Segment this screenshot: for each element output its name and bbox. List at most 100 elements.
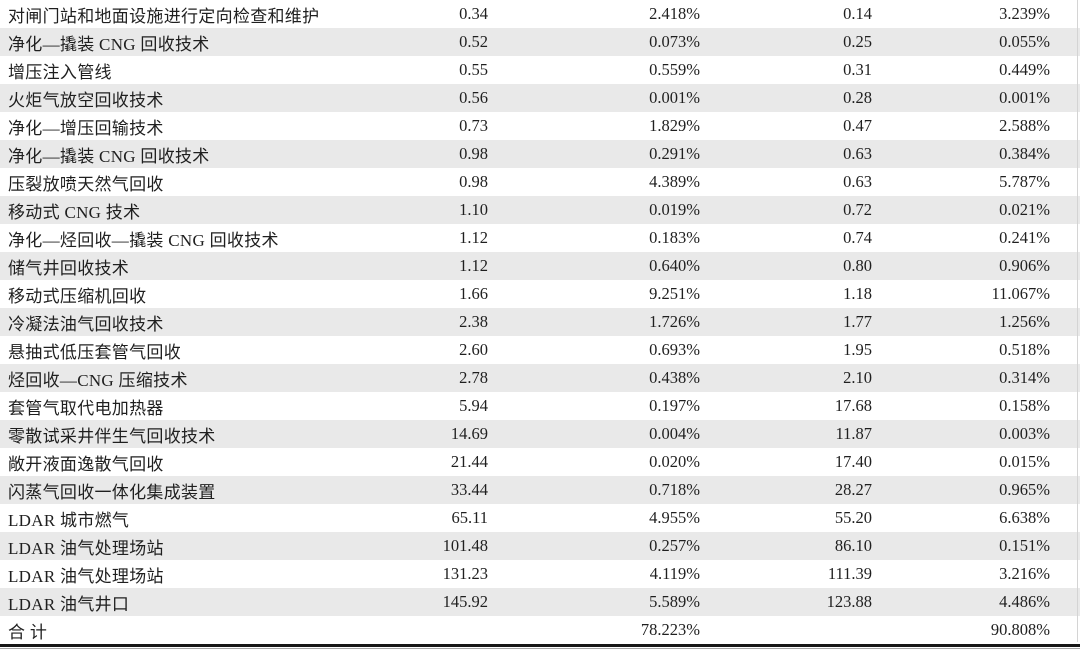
- value-col2: 0.14: [843, 4, 872, 23]
- percent-col2: 0.518%: [999, 340, 1050, 359]
- percent-col1: 9.251%: [649, 284, 700, 303]
- value-col1: 2.38: [459, 312, 488, 331]
- table-bottom-rule-thick: [0, 644, 1080, 647]
- technology-name: 储气井回收技术: [8, 258, 130, 278]
- technology-name: LDAR 城市燃气: [8, 510, 130, 530]
- percent-col2: 0.384%: [999, 144, 1050, 163]
- table-row: 净化—撬装 CNG 回收技术 0.98 0.291% 0.63 0.384%: [0, 140, 1080, 168]
- value-col2: 1.77: [843, 312, 872, 331]
- table-row: 套管气取代电加热器 5.94 0.197% 17.68 0.158%: [0, 392, 1080, 420]
- table-row: 对闸门站和地面设施进行定向检查和维护 0.34 2.418% 0.14 3.23…: [0, 0, 1080, 28]
- total-percent-col2: 90.808%: [990, 620, 1050, 639]
- value-col1: 5.94: [459, 396, 488, 415]
- table-row: 火炬气放空回收技术 0.56 0.001% 0.28 0.001%: [0, 84, 1080, 112]
- percent-col2: 0.158%: [999, 396, 1050, 415]
- percent-col2: 0.001%: [999, 88, 1050, 107]
- technology-name: 净化—撬装 CNG 回收技术: [8, 34, 210, 54]
- value-col2: 0.74: [843, 228, 872, 247]
- value-col2: 86.10: [834, 536, 872, 555]
- percent-col2: 0.015%: [999, 452, 1050, 471]
- table-row: 储气井回收技术 1.12 0.640% 0.80 0.906%: [0, 252, 1080, 280]
- table-row: 冷凝法油气回收技术 2.38 1.726% 1.77 1.256%: [0, 308, 1080, 336]
- percent-col1: 4.389%: [649, 172, 700, 191]
- percent-col1: 0.019%: [649, 200, 700, 219]
- value-col1: 0.56: [459, 88, 488, 107]
- table-row: LDAR 油气处理场站 101.48 0.257% 86.10 0.151%: [0, 532, 1080, 560]
- table-row: LDAR 城市燃气 65.11 4.955% 55.20 6.638%: [0, 504, 1080, 532]
- percent-col1: 5.589%: [649, 592, 700, 611]
- technology-name: LDAR 油气井口: [8, 594, 130, 614]
- percent-col2: 0.055%: [999, 32, 1050, 51]
- value-col2: 0.80: [843, 256, 872, 275]
- table-row: 净化—撬装 CNG 回收技术 0.52 0.073% 0.25 0.055%: [0, 28, 1080, 56]
- table-row: 敞开液面逸散气回收 21.44 0.020% 17.40 0.015%: [0, 448, 1080, 476]
- value-col2: 55.20: [834, 508, 872, 527]
- table-row: 净化—烃回收—撬装 CNG 回收技术 1.12 0.183% 0.74 0.24…: [0, 224, 1080, 252]
- percent-col1: 0.718%: [649, 480, 700, 499]
- percent-col1: 0.073%: [649, 32, 700, 51]
- percent-col1: 2.418%: [649, 4, 700, 23]
- percent-col2: 4.486%: [999, 592, 1050, 611]
- value-col1: 2.60: [459, 340, 488, 359]
- percent-col1: 0.640%: [649, 256, 700, 275]
- value-col2: 11.87: [835, 424, 872, 443]
- table-row: LDAR 油气处理场站 131.23 4.119% 111.39 3.216%: [0, 560, 1080, 588]
- technology-name: 净化—烃回收—撬装 CNG 回收技术: [8, 230, 279, 250]
- value-col2: 17.40: [834, 452, 872, 471]
- value-col2: 123.88: [826, 592, 872, 611]
- technology-name: 火炬气放空回收技术: [8, 90, 164, 110]
- table-row: 移动式压缩机回收 1.66 9.251% 1.18 11.067%: [0, 280, 1080, 308]
- value-col1: 0.34: [459, 4, 488, 23]
- table-row: 增压注入管线 0.55 0.559% 0.31 0.449%: [0, 56, 1080, 84]
- technology-name: 敞开液面逸散气回收: [8, 454, 164, 474]
- percent-col1: 0.438%: [649, 368, 700, 387]
- table-row: LDAR 油气井口 145.92 5.589% 123.88 4.486%: [0, 588, 1080, 616]
- technology-name: LDAR 油气处理场站: [8, 566, 164, 586]
- technology-name: 移动式 CNG 技术: [8, 202, 141, 222]
- value-col2: 1.18: [843, 284, 872, 303]
- value-col1: 21.44: [450, 452, 488, 471]
- table-row: 净化—增压回输技术 0.73 1.829% 0.47 2.588%: [0, 112, 1080, 140]
- value-col1: 1.66: [459, 284, 488, 303]
- value-col2: 0.28: [843, 88, 872, 107]
- percent-col1: 4.119%: [649, 564, 700, 583]
- table-row: 烃回收—CNG 压缩技术 2.78 0.438% 2.10 0.314%: [0, 364, 1080, 392]
- technology-name: LDAR 油气处理场站: [8, 538, 164, 558]
- technology-name: 对闸门站和地面设施进行定向检查和维护: [8, 6, 320, 26]
- value-col2: 0.47: [843, 116, 872, 135]
- value-col2: 2.10: [843, 368, 872, 387]
- percent-col2: 0.965%: [999, 480, 1050, 499]
- value-col2: 0.72: [843, 200, 872, 219]
- percent-col1: 1.829%: [649, 116, 700, 135]
- value-col1: 145.92: [442, 592, 488, 611]
- table-row: 零散试采井伴生气回收技术 14.69 0.004% 11.87 0.003%: [0, 420, 1080, 448]
- table-row: 闪蒸气回收一体化集成装置 33.44 0.718% 28.27 0.965%: [0, 476, 1080, 504]
- value-col2: 17.68: [834, 396, 872, 415]
- technology-name: 悬抽式低压套管气回收: [8, 342, 181, 362]
- table-bottom-rule-thin: [0, 648, 1080, 649]
- value-col1: 0.52: [459, 32, 488, 51]
- percent-col1: 0.559%: [649, 60, 700, 79]
- percent-col2: 5.787%: [999, 172, 1050, 191]
- value-col2: 1.95: [843, 340, 872, 359]
- value-col1: 1.12: [459, 228, 488, 247]
- technology-name: 烃回收—CNG 压缩技术: [8, 370, 188, 390]
- value-col1: 33.44: [450, 480, 488, 499]
- percent-col1: 0.020%: [649, 452, 700, 471]
- technology-name: 净化—撬装 CNG 回收技术: [8, 146, 210, 166]
- percent-col1: 0.001%: [649, 88, 700, 107]
- value-col1: 14.69: [450, 424, 488, 443]
- total-label: 合 计: [8, 622, 48, 642]
- value-col2: 0.63: [843, 172, 872, 191]
- percent-col2: 1.256%: [999, 312, 1050, 331]
- percent-col2: 6.638%: [999, 508, 1050, 527]
- value-col1: 0.55: [459, 60, 488, 79]
- value-col1: 0.73: [459, 116, 488, 135]
- percent-col1: 0.004%: [649, 424, 700, 443]
- value-col2: 0.31: [843, 60, 872, 79]
- technology-name: 套管气取代电加热器: [8, 398, 164, 418]
- value-col1: 2.78: [459, 368, 488, 387]
- technology-name: 移动式压缩机回收: [8, 286, 147, 306]
